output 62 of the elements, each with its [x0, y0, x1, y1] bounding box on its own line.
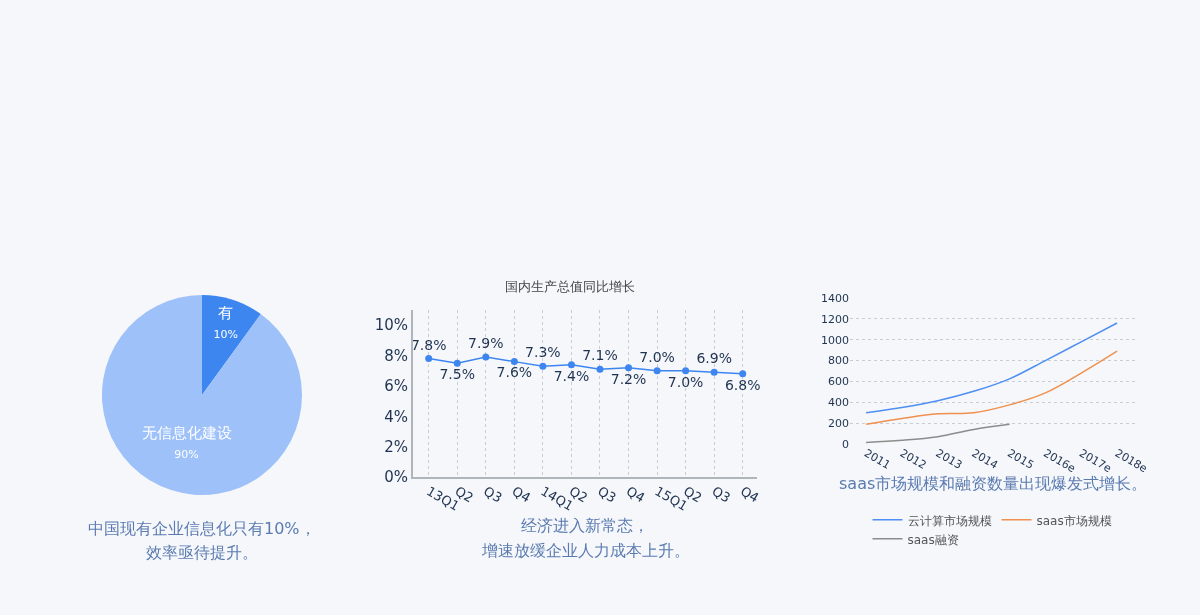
pie-slice [102, 295, 302, 495]
data-label: 90% [174, 447, 199, 461]
legend-label: saas融资 [907, 532, 959, 547]
text: 7.0% [639, 348, 675, 365]
text: 7.9% [468, 335, 504, 352]
point [567, 361, 575, 369]
y-tick-label: 8% [384, 346, 408, 365]
legend-label: 云计算市场规模 [907, 513, 992, 528]
point [739, 370, 747, 378]
text: 7.1% [582, 347, 618, 364]
y-tick-label: 1200 [821, 312, 849, 326]
line-series [865, 322, 1118, 414]
text: 效率亟待提升。 [146, 543, 258, 562]
x-tick-label: Q3 [709, 483, 733, 506]
chart-title: 国内生产总值同比增长 [505, 278, 635, 294]
text: 7.0% [667, 373, 704, 390]
y-tick-label: 0 [842, 437, 849, 451]
y-tick-label: 0% [384, 468, 408, 487]
point [453, 359, 461, 367]
line-series [865, 423, 1011, 444]
point [539, 362, 547, 370]
pie-slice [202, 295, 261, 395]
point [653, 367, 661, 375]
point [625, 364, 633, 372]
x-tick-label: Q3 [481, 483, 505, 506]
text: saas市场规模和融资数量出现爆发式增长。 [839, 474, 1148, 493]
text: 7.5% [439, 366, 476, 383]
text: 增速放缓企业人力成本上升。 [481, 541, 690, 560]
x-tick-label: Q3 [595, 483, 619, 506]
y-tick-label: 2% [384, 437, 408, 456]
text: 中国现有企业信息化只有10%， [88, 519, 316, 538]
point [482, 353, 490, 361]
slice-label: 有 [218, 304, 234, 323]
line-series [865, 350, 1118, 425]
y-tick-label: 800 [828, 354, 849, 368]
text: 7.4% [553, 367, 590, 384]
point [682, 367, 690, 375]
point [510, 358, 518, 366]
x-tick-label: Q4 [509, 483, 534, 506]
y-tick-label: 600 [828, 375, 849, 389]
point [425, 355, 433, 363]
text: 6.9% [696, 350, 732, 367]
text: 7.6% [496, 364, 533, 381]
text: 经济进入新常态， [521, 516, 649, 535]
text: 6.8% [724, 376, 761, 393]
y-tick-label: 200 [828, 416, 849, 430]
y-tick-label: 4% [384, 407, 408, 426]
y-tick-label: 1400 [821, 291, 849, 305]
text: 7.3% [525, 344, 561, 361]
x-tick-label: Q4 [737, 483, 762, 506]
x-tick-label: Q4 [623, 483, 648, 506]
y-tick-label: 10% [374, 316, 408, 335]
point [710, 368, 718, 376]
legend-label: saas市场规模 [1036, 513, 1112, 528]
y-tick-label: 1000 [821, 333, 849, 347]
y-tick-label: 400 [828, 396, 849, 410]
point [596, 365, 604, 373]
slice-label: 无信息化建设 [141, 424, 232, 443]
text: 7.2% [610, 370, 647, 387]
y-tick-label: 6% [384, 377, 408, 396]
text: 7.8% [410, 336, 447, 353]
data-label: 10% [213, 327, 238, 341]
